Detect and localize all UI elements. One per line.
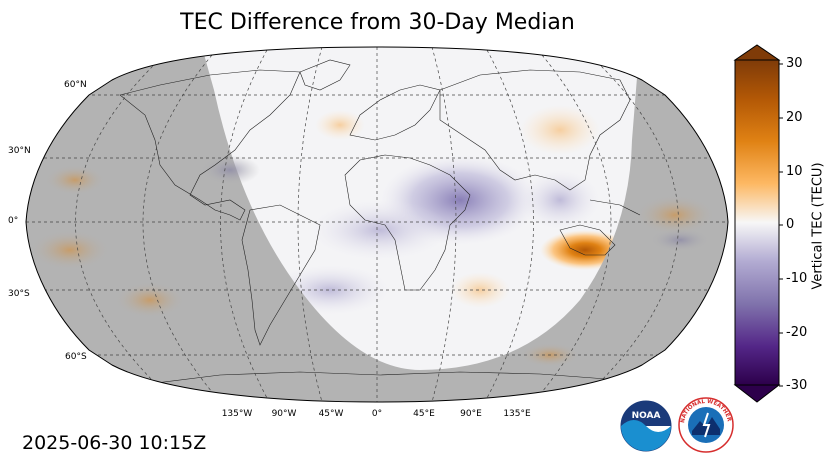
night-shade — [26, 47, 728, 402]
colorbar-tick-label: 20 — [786, 110, 803, 125]
lat-label-0: 0° — [8, 216, 19, 226]
gridlines — [26, 47, 728, 402]
lon-label-90w: 90°W — [271, 409, 297, 419]
colorbar-tick-label: -20 — [786, 325, 808, 340]
lat-label-30n: 30°N — [8, 146, 31, 156]
map-title: TEC Difference from 30-Day Median — [180, 10, 575, 35]
globe-content — [26, 47, 728, 402]
colorbar-ticks — [779, 63, 783, 387]
svg-text:NOAA: NOAA — [632, 411, 661, 421]
noaa-logo-icon: NOAA — [620, 400, 672, 452]
lat-label-60n: 60°N — [64, 80, 87, 90]
lon-label-90e: 90°E — [460, 409, 482, 419]
colorbar — [733, 44, 783, 403]
colorbar-tick-label: 30 — [786, 56, 803, 71]
lat-label-60s: 60°S — [65, 352, 87, 362]
colorbar-tick-label: 10 — [786, 164, 803, 179]
lon-label-45w: 45°W — [318, 409, 344, 419]
nws-logo-icon: NATIONAL WEATHER SERVICE — [678, 397, 734, 453]
timestamp: 2025-06-30 10:15Z — [22, 432, 207, 454]
colorbar-label: Vertical TEC (TECU) — [810, 162, 826, 290]
colorbar-tick-label: 0 — [786, 217, 795, 232]
lat-label-30s: 30°S — [8, 289, 30, 299]
colorbar-tick-label: -10 — [786, 271, 808, 286]
lon-label-0: 0° — [371, 409, 383, 419]
colorbar-tick-label: -30 — [786, 378, 808, 393]
lon-label-45e: 45°E — [413, 409, 435, 419]
globe-border — [25, 46, 729, 403]
lon-label-135e: 135°E — [503, 409, 531, 419]
lon-label-135w: 135°W — [221, 409, 253, 419]
